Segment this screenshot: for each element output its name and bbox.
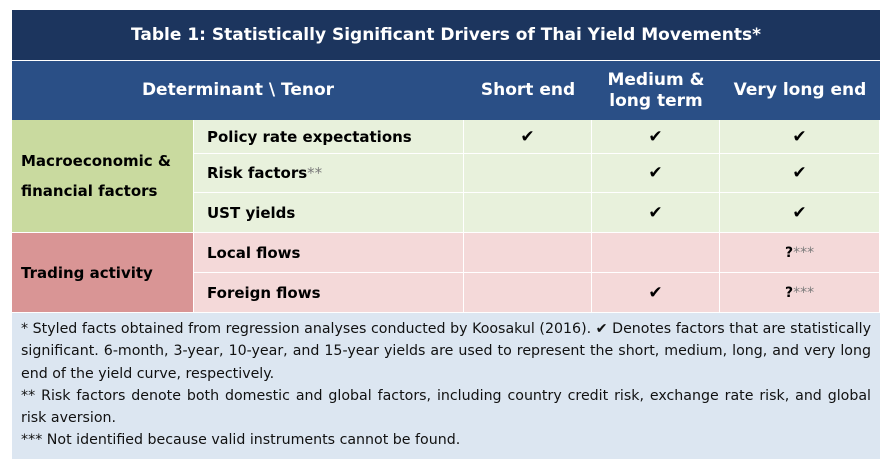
row-label-ust-yields: UST yields	[194, 193, 464, 233]
footnote-marker: ***	[793, 284, 815, 301]
footnote-marker: ***	[793, 244, 815, 261]
empty-cell	[464, 233, 592, 273]
drivers-table: Table 1: Statistically Significant Drive…	[12, 10, 880, 459]
footnote-3: *** Not identified because valid instrum…	[21, 432, 461, 449]
header-determinant: Determinant \ Tenor	[141, 80, 335, 100]
check-icon: ✔	[592, 154, 720, 193]
row-label-local-flows: Local flows	[194, 233, 464, 273]
table-footnotes: * Styled facts obtained from regression …	[12, 313, 880, 459]
group-trading-activity: Trading activity	[12, 233, 194, 313]
footnote-marker: **	[307, 164, 323, 182]
row-label-risk-factors: Risk factors **	[194, 154, 464, 193]
row-label-foreign-flows: Foreign flows	[194, 273, 464, 313]
check-icon: ✔	[464, 120, 592, 154]
group-macro-line1: Macroeconomic &	[21, 152, 171, 170]
footnote-1: * Styled facts obtained from regression …	[21, 321, 871, 382]
header-medium-line2: long term	[609, 90, 703, 111]
check-icon: ✔	[720, 120, 880, 154]
check-icon: ✔	[720, 154, 880, 193]
header-medium-line1: Medium &	[607, 69, 705, 90]
header-very-long-end: Very long end	[733, 80, 867, 100]
check-icon: ✔	[720, 193, 880, 233]
header-short-end: Short end	[480, 80, 576, 100]
empty-cell	[592, 233, 720, 273]
empty-cell	[464, 154, 592, 193]
table-header: Determinant \ Tenor Short end Medium & lo…	[12, 60, 880, 120]
empty-cell	[464, 193, 592, 233]
empty-cell	[464, 273, 592, 313]
group-macro-financial: Macroeconomic & financial factors	[12, 120, 194, 233]
header-medium-long: Medium & long term	[592, 61, 720, 120]
not-identified-mark: ? ***	[720, 273, 880, 313]
not-identified-mark: ? ***	[720, 233, 880, 273]
row-label-policy-rate: Policy rate expectations	[194, 120, 464, 154]
footnote-2: ** Risk factors denote both domestic and…	[21, 387, 871, 427]
check-icon: ✔	[592, 193, 720, 233]
group-macro-line2: financial factors	[21, 182, 158, 200]
check-icon: ✔	[592, 120, 720, 154]
table-body: Macroeconomic & financial factors Policy …	[12, 120, 880, 313]
check-icon: ✔	[592, 273, 720, 313]
table-title: Table 1: Statistically Significant Drive…	[12, 10, 880, 60]
